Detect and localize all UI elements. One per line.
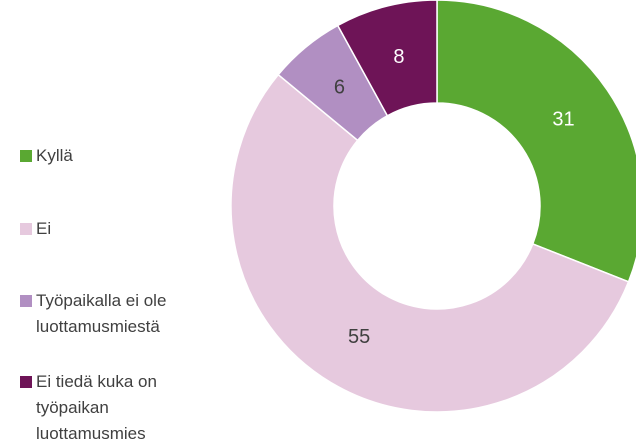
- legend-swatch: [20, 295, 32, 307]
- data-label: 31: [552, 108, 574, 130]
- data-label: 8: [393, 46, 404, 68]
- legend-item: Ei tiedä kuka on työpaikan luottamusmies: [20, 369, 210, 443]
- legend-item: Ei: [20, 216, 210, 242]
- legend-item: Kyllä: [20, 143, 210, 169]
- legend-label: Työpaikalla ei ole luottamusmiestä: [36, 291, 167, 336]
- legend-swatch: [20, 376, 32, 388]
- legend-item: Työpaikalla ei ole luottamusmiestä: [20, 288, 210, 340]
- legend-label: Ei: [36, 219, 52, 238]
- data-label: 55: [348, 326, 370, 348]
- legend-swatch: [20, 223, 32, 235]
- slice: [230, 73, 630, 413]
- legend-label: Ei tiedä kuka on työpaikan luottamusmies: [36, 372, 157, 443]
- legend-swatch: [20, 150, 32, 162]
- slice: [436, 0, 636, 283]
- slice: [336, 0, 438, 117]
- legend-label: Kyllä: [36, 146, 73, 165]
- data-label: 6: [334, 76, 345, 98]
